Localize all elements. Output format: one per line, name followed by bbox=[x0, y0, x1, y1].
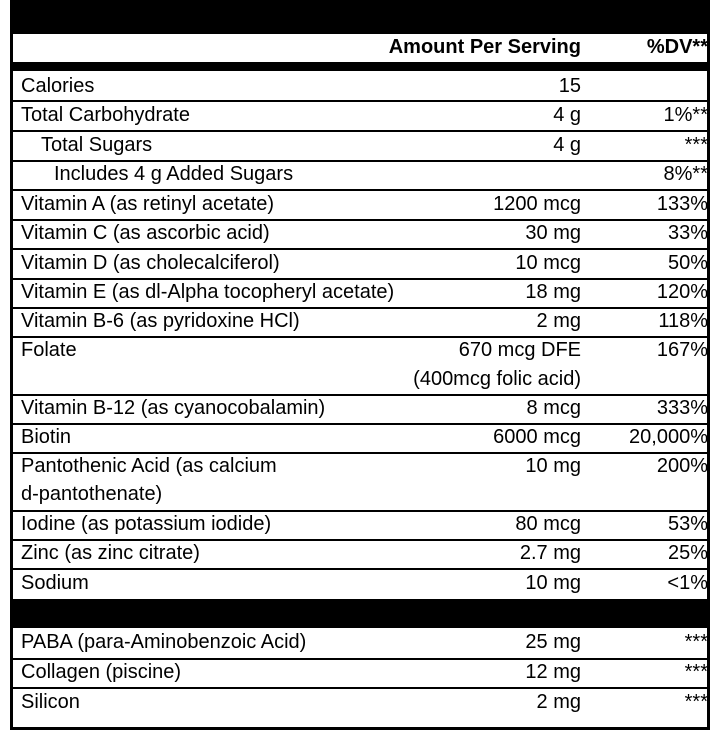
row-name: Total Carbohydrate bbox=[21, 104, 190, 126]
row-name: Zinc (as zinc citrate) bbox=[21, 542, 200, 564]
row-name: Collagen (piscine) bbox=[21, 661, 182, 683]
row-name: Pantothenic Acid (as calcium bbox=[21, 455, 277, 477]
row-name: Vitamin D (as cholecalciferol) bbox=[21, 252, 280, 274]
section-divider-bar bbox=[10, 599, 710, 628]
row-divider bbox=[10, 189, 710, 191]
row-amount: 10 mg bbox=[525, 455, 581, 477]
row-amount: 10 mcg bbox=[515, 252, 581, 274]
row-dv: 25% bbox=[667, 542, 708, 564]
row-divider bbox=[10, 568, 710, 570]
row-divider bbox=[10, 278, 710, 280]
row-dv: *** bbox=[684, 691, 708, 713]
row-divider bbox=[10, 423, 710, 425]
top-black-bar bbox=[10, 0, 710, 34]
row-name-line2: d-pantothenate) bbox=[21, 483, 163, 505]
row-name: Vitamin B-6 (as pyridoxine HCl) bbox=[21, 310, 300, 332]
row-divider bbox=[10, 336, 710, 338]
row-amount: 10 mg bbox=[525, 572, 581, 594]
row-dv: 33% bbox=[667, 222, 708, 244]
amount-per-serving-header: Amount Per Serving bbox=[388, 36, 581, 58]
row-dv: *** bbox=[684, 134, 708, 156]
row-divider bbox=[10, 394, 710, 396]
dv-header: %DV** bbox=[646, 36, 708, 58]
row-amount: 12 mg bbox=[525, 661, 581, 683]
row-name: PABA (para-Aminobenzoic Acid) bbox=[21, 631, 307, 653]
row-dv: 333% bbox=[656, 397, 708, 419]
row-amount: 2 mg bbox=[536, 691, 581, 713]
row-divider bbox=[10, 687, 710, 689]
row-amount: 15 bbox=[558, 75, 581, 97]
row-amount: 18 mg bbox=[525, 281, 581, 303]
row-name: Folate bbox=[21, 339, 77, 361]
row-divider bbox=[10, 160, 710, 162]
row-name: Silicon bbox=[21, 691, 80, 713]
row-amount: 670 mcg DFE bbox=[458, 339, 581, 361]
row-divider bbox=[10, 100, 710, 102]
row-divider bbox=[10, 658, 710, 660]
row-divider bbox=[10, 510, 710, 512]
row-name: Total Sugars bbox=[41, 134, 153, 156]
row-divider bbox=[10, 539, 710, 541]
row-divider bbox=[10, 307, 710, 309]
row-divider bbox=[10, 248, 710, 250]
row-name: Vitamin B-12 (as cyanocobalamin) bbox=[21, 397, 326, 419]
row-amount: 30 mg bbox=[525, 222, 581, 244]
row-divider bbox=[10, 219, 710, 221]
row-amount: 8 mcg bbox=[526, 397, 581, 419]
row-dv: 133% bbox=[656, 193, 708, 215]
row-name: Biotin bbox=[21, 426, 72, 448]
row-dv: 167% bbox=[656, 339, 708, 361]
row-amount: 6000 mcg bbox=[493, 426, 581, 448]
row-amount: 25 mg bbox=[525, 631, 581, 653]
row-amount: 4 g bbox=[553, 134, 581, 156]
row-name: Vitamin A (as retinyl acetate) bbox=[21, 193, 275, 215]
row-amount: 2.7 mg bbox=[519, 542, 581, 564]
row-name: Calories bbox=[21, 75, 95, 97]
row-amount: 2 mg bbox=[536, 310, 581, 332]
header-divider-bar bbox=[10, 62, 710, 71]
row-dv: 8%** bbox=[663, 163, 708, 185]
row-dv: 120% bbox=[656, 281, 708, 303]
row-name: Includes 4 g Added Sugars bbox=[54, 163, 294, 185]
row-name: Iodine (as potassium iodide) bbox=[21, 513, 272, 535]
row-name: Sodium bbox=[21, 572, 89, 594]
row-name: Vitamin C (as ascorbic acid) bbox=[21, 222, 270, 244]
row-dv: 118% bbox=[658, 310, 708, 332]
row-dv: 20,000% bbox=[629, 426, 708, 448]
row-dv: 1%** bbox=[663, 104, 708, 126]
row-dv: *** bbox=[684, 661, 708, 683]
row-dv: 53% bbox=[667, 513, 708, 535]
row-name: Vitamin E (as dl-Alpha tocopheryl acetat… bbox=[21, 281, 395, 303]
row-dv: 50% bbox=[667, 252, 708, 274]
row-amount: 4 g bbox=[553, 104, 581, 126]
row-divider bbox=[10, 130, 710, 132]
row-dv: <1% bbox=[667, 572, 708, 594]
row-divider bbox=[10, 452, 710, 454]
row-amount-line2: (400mcg folic acid) bbox=[413, 368, 581, 390]
row-amount: 1200 mcg bbox=[493, 193, 581, 215]
row-dv: *** bbox=[684, 631, 708, 653]
row-amount: 80 mcg bbox=[515, 513, 581, 535]
row-dv: 200% bbox=[656, 455, 708, 477]
